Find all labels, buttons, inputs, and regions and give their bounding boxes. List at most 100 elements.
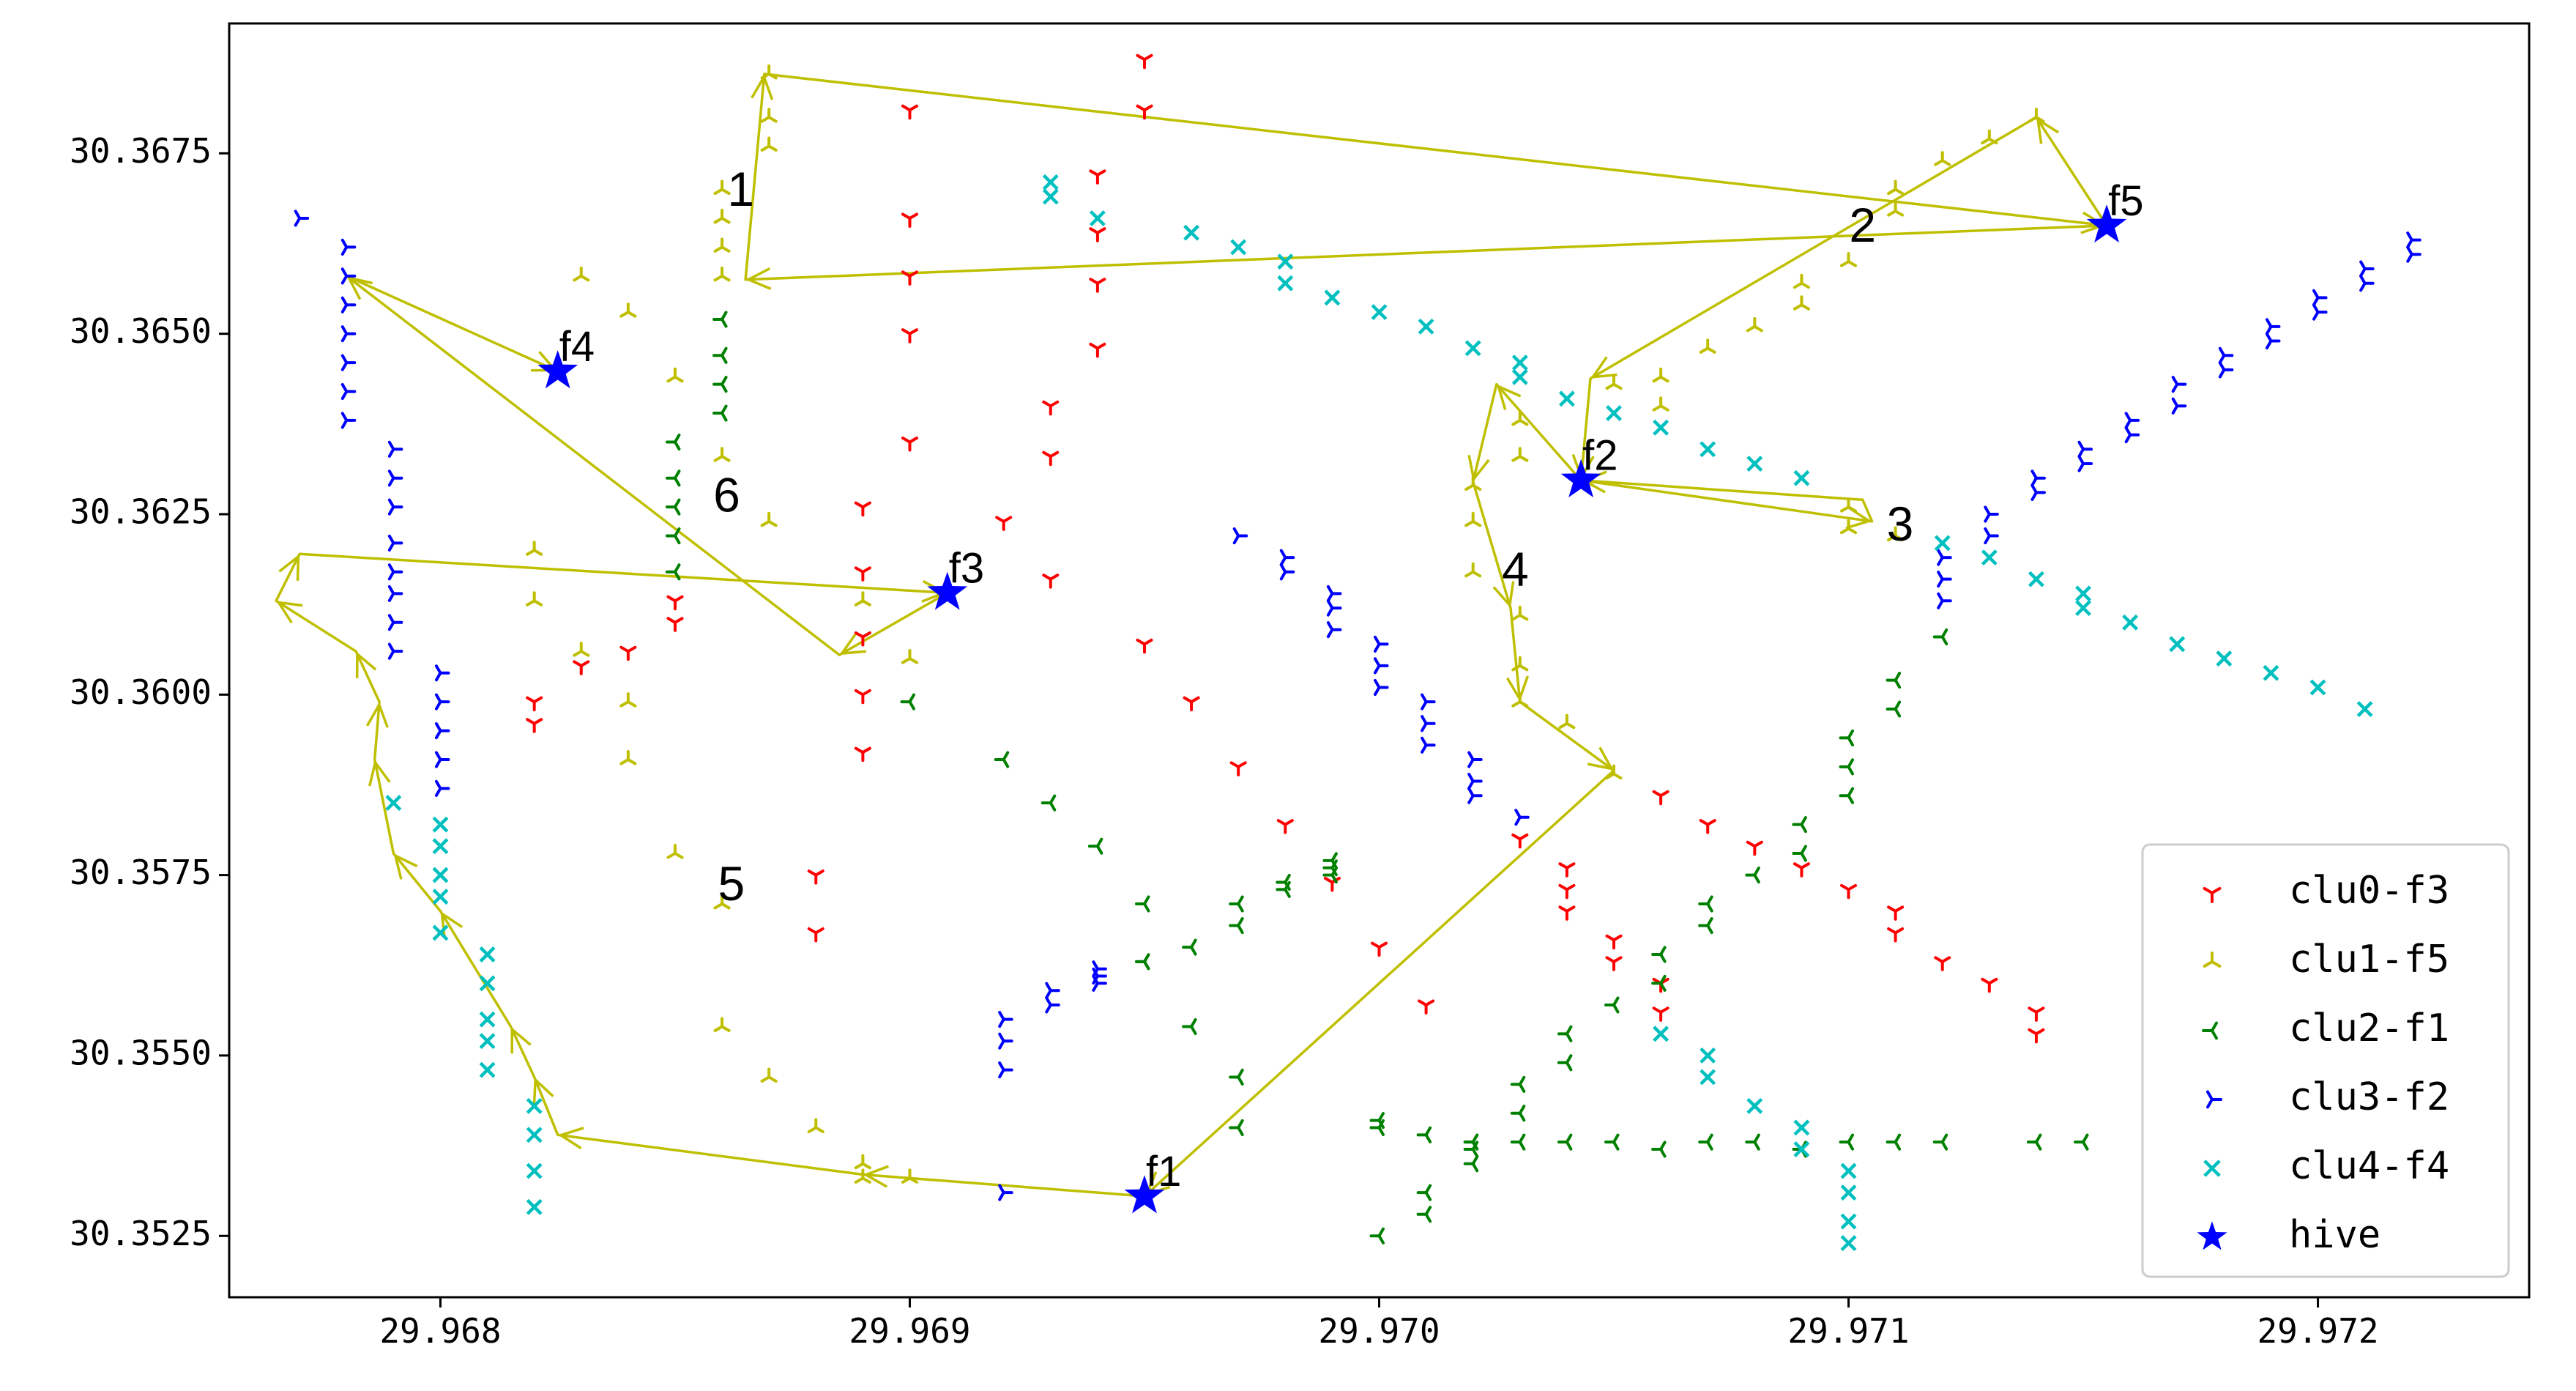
point-clu0-f3 [1276,819,1294,834]
route-arrowhead [863,1165,890,1188]
point-clu1-f5 [619,692,637,708]
point-clu1-f5 [1934,151,1951,166]
point-clu4-f4 [2263,664,2279,681]
labels-layer: 1 2 3 4 5 6 f1 f2 f3 f4 f5 [559,162,2144,1195]
point-clu1-f5 [760,511,778,527]
hive-star-f4 [537,350,578,389]
point-clu4-f4 [432,924,449,941]
point-clu3-f2 [340,325,357,343]
point-clu2-f1 [1276,873,1291,891]
point-clu3-f2 [1421,715,1436,732]
point-clu1-f5 [1981,129,1998,145]
point-clu2-f1 [1839,729,1855,746]
point-clu3-f2 [1326,585,1342,602]
points-layer [294,53,2421,1252]
route-arrowhead [276,601,303,624]
point-clu3-f2 [387,440,403,458]
point-clu0-f3 [1605,934,1623,950]
point-clu0-f3 [1981,977,1998,993]
point-clu4-f4 [1277,275,1294,292]
point-clu2-f1 [665,470,681,487]
point-clu3-f2 [387,534,403,552]
legend-label-clu0-f3: clu0-f3 [2289,869,2449,913]
point-clu0-f3 [901,104,919,120]
legend-marker-clu1-f5 [2203,952,2222,968]
point-clu0-f3 [1042,400,1060,416]
point-clu0-f3 [1605,956,1623,971]
point-clu2-f1 [1229,1119,1244,1136]
route-arrowhead [557,1127,584,1150]
point-clu0-f3 [666,595,684,611]
hive-label-f4: f4 [559,323,595,371]
point-clu0-f3 [1558,883,1576,899]
point-clu3-f2 [2124,426,2140,444]
point-clu4-f4 [2356,701,2373,717]
point-clu3-f2 [1279,549,1295,566]
point-clu4-f4 [432,889,449,905]
route-arrowhead [1492,581,1515,609]
point-clu2-f1 [712,404,728,422]
point-clu2-f1 [1932,628,1948,646]
point-clu4-f4 [479,1011,496,1028]
point-clu0-f3 [619,645,637,661]
point-clu4-f4 [1981,549,1998,566]
point-clu3-f2 [1045,982,1060,999]
point-clu1-f5 [1605,374,1623,390]
y-tick-label: 30.3575 [70,853,212,892]
point-clu3-f2 [2218,346,2234,364]
point-clu2-f1 [712,311,728,328]
point-clu3-f2 [434,664,450,682]
point-clu4-f4 [1840,1184,1857,1201]
point-clu1-f5 [713,1017,731,1033]
point-clu3-f2 [387,498,403,516]
point-clu4-f4 [1183,224,1200,241]
point-clu3-f2 [1421,693,1436,711]
point-clu4-f4 [1700,1069,1716,1086]
hive-label-f1: f1 [1146,1148,1181,1195]
point-clu1-f5 [1793,273,1810,289]
point-clu3-f2 [1232,527,1248,545]
point-clu4-f4 [1793,470,1810,486]
point-clu1-f5 [1605,764,1623,780]
point-clu4-f4 [432,816,449,833]
point-clu2-f1 [994,751,1010,768]
point-clu2-f1 [665,563,681,581]
point-clu3-f2 [998,1184,1013,1201]
legend-label-clu3-f2: clu3-f2 [2289,1075,2449,1119]
point-clu3-f2 [340,412,357,429]
point-clu2-f1 [1229,895,1244,913]
point-clu1-f5 [713,894,731,910]
y-tick-label: 30.3675 [70,131,212,171]
point-clu4-f4 [1840,1235,1857,1252]
point-clu1-f5 [526,591,543,607]
x-tick-label: 29.969 [849,1311,970,1351]
point-clu4-f4 [1511,368,1528,385]
point-clu4-f4 [526,1198,543,1215]
point-clu2-f1 [1369,1112,1385,1130]
point-clu1-f5 [1511,605,1529,621]
hive-label-f2: f2 [1582,432,1618,480]
point-clu1-f5 [1887,526,1905,542]
point-clu2-f1 [1369,1227,1385,1245]
point-clu0-f3 [1746,840,1763,856]
point-clu1-f5 [713,266,731,282]
point-clu3-f2 [998,1011,1013,1028]
hive-star-f2 [1560,459,1601,497]
legend-marker-clu2-f1 [2202,1021,2218,1040]
x-tick-label: 29.971 [1787,1311,1909,1351]
point-clu1-f5 [1511,447,1529,462]
point-clu4-f4 [1700,1047,1716,1064]
point-clu4-f4 [432,838,449,855]
point-clu1-f5 [573,266,590,282]
point-clu3-f2 [1045,996,1060,1014]
point-clu2-f1 [1322,852,1338,869]
legend-label-clu1-f5: clu1-f5 [2289,938,2449,982]
point-clu3-f2 [1326,599,1342,617]
point-clu4-f4 [1606,405,1622,421]
point-clu2-f1 [665,498,681,516]
point-clu4-f4 [479,1061,496,1078]
point-clu3-f2 [2312,303,2328,321]
point-clu4-f4 [1042,188,1059,205]
point-clu4-f4 [1840,1162,1857,1179]
point-clu0-f3 [901,212,919,229]
